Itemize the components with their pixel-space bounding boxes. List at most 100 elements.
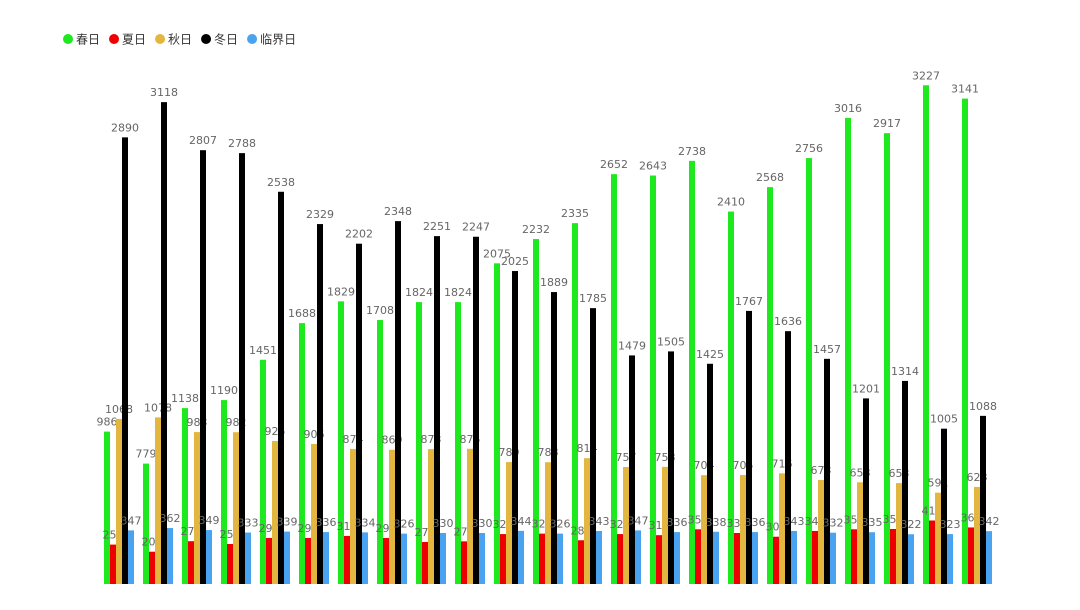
bar — [206, 530, 212, 584]
bar — [434, 236, 440, 585]
data-label: 1425 — [696, 348, 724, 361]
bar — [395, 221, 401, 585]
data-label: 3227 — [912, 69, 940, 82]
data-label: 342 — [979, 515, 1000, 528]
bar — [533, 239, 539, 584]
bar — [233, 432, 239, 584]
bar — [494, 263, 500, 584]
bar — [266, 537, 272, 584]
data-label: 343 — [784, 515, 805, 528]
legend-marker — [155, 34, 166, 44]
data-label: 3016 — [834, 102, 862, 115]
bar — [422, 541, 428, 584]
bar — [884, 133, 890, 584]
bar — [506, 462, 512, 584]
data-label: 1314 — [891, 365, 919, 378]
data-label: 2538 — [267, 176, 295, 189]
bar — [668, 351, 674, 584]
data-label: 338 — [706, 516, 727, 529]
bar — [305, 537, 311, 584]
data-label: 1785 — [579, 292, 607, 305]
data-label: 336 — [745, 516, 766, 529]
bar — [740, 475, 746, 584]
data-label: 2652 — [600, 158, 628, 171]
data-label: 334 — [355, 516, 376, 529]
bar — [902, 380, 908, 584]
bar — [500, 534, 506, 584]
data-label: 349 — [199, 514, 220, 527]
bar — [239, 153, 245, 585]
bar — [143, 463, 149, 584]
data-label: 343 — [589, 515, 610, 528]
data-label: 336 — [316, 516, 337, 529]
data-label: 1636 — [774, 315, 802, 328]
data-label: 1708 — [366, 304, 394, 317]
bar — [551, 292, 557, 584]
bar — [416, 302, 422, 584]
bar — [713, 531, 719, 584]
bar — [284, 531, 290, 584]
bar — [188, 541, 194, 584]
data-label: 326 — [394, 518, 415, 531]
bar — [923, 85, 929, 585]
data-label: 2568 — [756, 171, 784, 184]
legend-label: 冬日 — [214, 32, 238, 47]
legend-label: 秋日 — [168, 33, 192, 47]
data-label: 1078 — [144, 401, 172, 414]
bar — [155, 417, 161, 584]
data-label: 2738 — [678, 145, 706, 158]
data-label: 779 — [136, 448, 157, 461]
bar — [167, 528, 173, 584]
bar — [467, 448, 473, 584]
data-label: 362 — [160, 512, 181, 525]
data-label: 347 — [121, 514, 142, 527]
bar — [299, 323, 305, 584]
bar — [935, 492, 941, 584]
bar — [662, 466, 668, 584]
data-label: 3118 — [150, 86, 178, 99]
bar — [947, 534, 953, 584]
data-label: 332 — [823, 517, 844, 530]
bar — [479, 533, 485, 584]
bar — [929, 520, 935, 584]
bar — [845, 117, 851, 585]
data-label: 1688 — [288, 307, 316, 320]
data-label: 344 — [511, 515, 532, 528]
bar — [356, 243, 362, 584]
bar — [869, 532, 875, 584]
data-label: 1505 — [657, 335, 685, 348]
bar — [317, 224, 323, 584]
bar — [110, 544, 116, 584]
bar — [773, 536, 779, 584]
bar — [656, 535, 662, 584]
bar — [227, 543, 233, 584]
bar — [791, 530, 797, 584]
bar — [812, 530, 818, 584]
bar — [428, 449, 434, 584]
legend-marker — [247, 34, 258, 44]
data-label: 1829 — [327, 285, 355, 298]
bar — [104, 431, 110, 584]
data-label: 2251 — [423, 220, 451, 233]
bar — [785, 331, 791, 584]
data-label: 347 — [628, 514, 649, 527]
bar — [650, 175, 656, 584]
bar — [824, 358, 830, 584]
bar — [461, 541, 467, 584]
bar — [323, 532, 329, 584]
bar — [245, 532, 251, 584]
bar — [596, 530, 602, 584]
bar — [779, 473, 785, 584]
bar — [635, 530, 641, 584]
bar — [689, 160, 695, 584]
bar — [908, 534, 914, 584]
legend-label: 临界日 — [260, 33, 296, 47]
bar — [572, 223, 578, 585]
data-label: 2807 — [189, 134, 217, 147]
data-label: 336 — [667, 516, 688, 529]
bar — [383, 537, 389, 584]
bar — [389, 449, 395, 584]
bar — [962, 98, 968, 584]
bar — [278, 191, 284, 584]
data-label: 1201 — [852, 382, 880, 395]
